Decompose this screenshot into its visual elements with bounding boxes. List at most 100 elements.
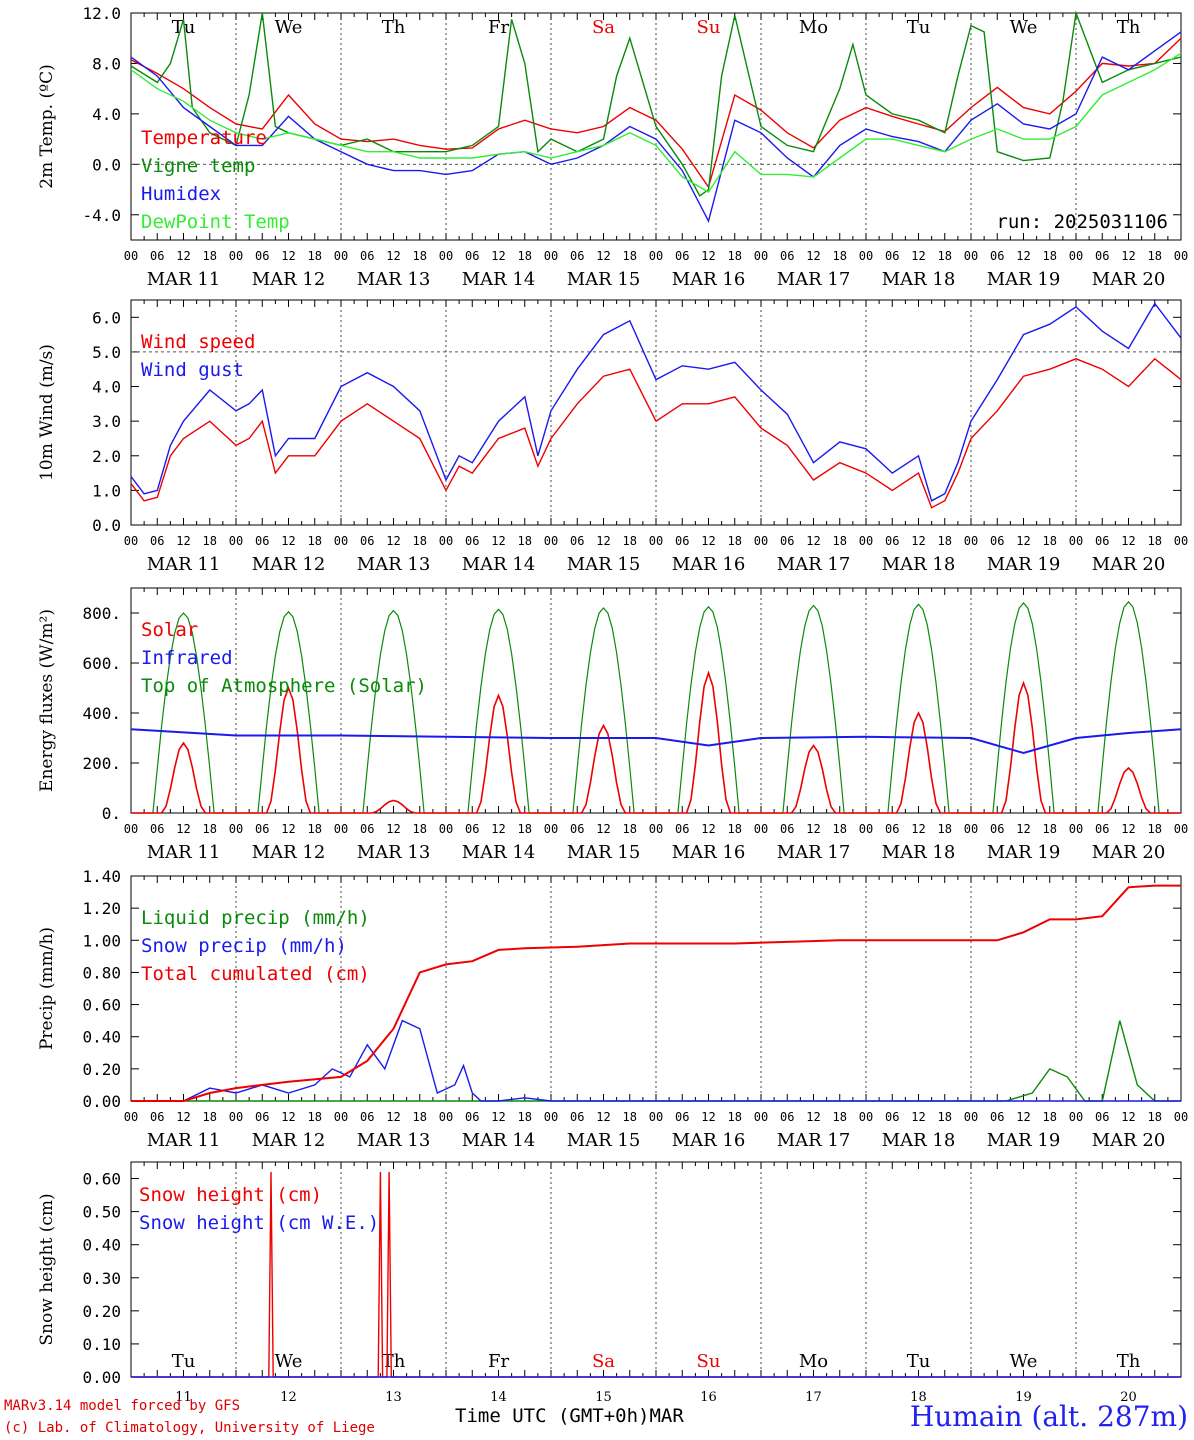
weekday-label: Th bbox=[1117, 17, 1141, 38]
legend-entry: Snow precip (mm/h) bbox=[141, 935, 347, 957]
hour-tick-label: 12 bbox=[1016, 1110, 1030, 1124]
day-number-label: 20 bbox=[1120, 1390, 1137, 1405]
hour-tick-label: 00 bbox=[754, 249, 768, 263]
hour-tick-label: 00 bbox=[649, 534, 663, 548]
date-label: MAR 11 bbox=[147, 269, 221, 290]
weekday-label: Th bbox=[382, 17, 406, 38]
model-credit: MARv3.14 model forced by GFS bbox=[4, 1398, 241, 1414]
hour-tick-label: 12 bbox=[281, 822, 295, 836]
hour-tick-label: 18 bbox=[203, 1110, 217, 1124]
y-tick-label: 0.40 bbox=[82, 1028, 121, 1047]
hour-tick-label: 18 bbox=[728, 534, 742, 548]
hour-tick-label: 06 bbox=[465, 534, 479, 548]
hour-tick-label: 18 bbox=[308, 534, 322, 548]
y-axis-label: Precip (mm/h) bbox=[37, 927, 57, 1050]
series-vigne-temp bbox=[130, 10, 1182, 197]
hour-tick-label: 06 bbox=[1095, 534, 1109, 548]
hour-tick-label: 12 bbox=[281, 1110, 295, 1124]
y-tick-label: 12.0 bbox=[82, 4, 121, 23]
hour-tick-label: 18 bbox=[728, 1110, 742, 1124]
hour-tick-label: 12 bbox=[1121, 1110, 1135, 1124]
hour-tick-label: 12 bbox=[491, 822, 505, 836]
hour-tick-label: 12 bbox=[176, 1110, 190, 1124]
hour-tick-label: 00 bbox=[1069, 1110, 1083, 1124]
date-label: MAR 20 bbox=[1092, 269, 1166, 290]
hour-tick-label: 06 bbox=[150, 822, 164, 836]
hour-tick-label: 12 bbox=[386, 822, 400, 836]
hour-tick-label: 18 bbox=[203, 822, 217, 836]
hour-tick-label: 06 bbox=[570, 534, 584, 548]
hour-tick-label: 06 bbox=[885, 822, 899, 836]
panel-5: 0.60 0.50 0.40 0.30 0.20 0.10 0.00 Snow height … bbox=[37, 1161, 1182, 1405]
hour-tick-label: 18 bbox=[413, 249, 427, 263]
hour-tick-label: 06 bbox=[675, 534, 689, 548]
hour-tick-label: 12 bbox=[911, 1110, 925, 1124]
hour-tick-label: 18 bbox=[1043, 822, 1057, 836]
y-tick-label: 0.30 bbox=[82, 1269, 121, 1288]
hour-tick-label: 00 bbox=[964, 534, 978, 548]
series-infrared bbox=[130, 728, 1182, 755]
legend-entry: Vigne temp bbox=[141, 155, 255, 177]
date-label: MAR 11 bbox=[147, 554, 221, 575]
hour-tick-label: 18 bbox=[938, 822, 952, 836]
hour-tick-label: 18 bbox=[308, 249, 322, 263]
hour-tick-label: 12 bbox=[386, 1110, 400, 1124]
copyright: (c) Lab. of Climatology, University of L… bbox=[4, 1420, 375, 1436]
y-tick-label: 3.0 bbox=[92, 412, 121, 431]
y-tick-label: 200. bbox=[82, 754, 121, 773]
y-tick-label: 0. bbox=[102, 804, 121, 823]
legend-entry: Humidex bbox=[141, 183, 221, 205]
date-label: MAR 14 bbox=[462, 1130, 536, 1151]
hour-tick-label: 18 bbox=[1043, 534, 1057, 548]
hour-tick-label: 18 bbox=[833, 534, 847, 548]
hour-tick-label: 00 bbox=[859, 534, 873, 548]
y-axis-label: 2m Temp. (ºC) bbox=[37, 64, 57, 189]
hour-tick-label: 06 bbox=[570, 822, 584, 836]
series-wind-gust bbox=[130, 302, 1182, 502]
hour-tick-label: 00 bbox=[124, 1110, 138, 1124]
date-label: MAR 15 bbox=[567, 1130, 641, 1151]
legend-entry: Top of Atmosphere (Solar) bbox=[141, 675, 427, 697]
hour-tick-label: 06 bbox=[675, 1110, 689, 1124]
hour-tick-label: 12 bbox=[1121, 822, 1135, 836]
y-tick-label: 0.0 bbox=[92, 516, 121, 535]
hour-tick-label: 18 bbox=[623, 249, 637, 263]
time-axis-label: Time UTC (GMT+0h) bbox=[455, 1405, 650, 1427]
hour-tick-label: 00 bbox=[1174, 534, 1188, 548]
panel-1: 12.0 8.0 4.0 0.0 -4.0 2m Temp. (ºC) 00 06 12 18 00… bbox=[37, 4, 1188, 290]
hour-tick-label: 00 bbox=[1174, 1110, 1188, 1124]
hour-tick-label: 06 bbox=[360, 1110, 374, 1124]
hour-tick-label: 18 bbox=[518, 1110, 532, 1124]
weekday-label: Th bbox=[1117, 1351, 1141, 1372]
hour-tick-label: 06 bbox=[780, 1110, 794, 1124]
day-number-label: 15 bbox=[595, 1390, 612, 1405]
hour-tick-label: 18 bbox=[728, 249, 742, 263]
day-number-label: 14 bbox=[490, 1390, 507, 1405]
hour-tick-label: 06 bbox=[465, 822, 479, 836]
hour-tick-label: 18 bbox=[1148, 822, 1162, 836]
hour-tick-label: 00 bbox=[229, 249, 243, 263]
hour-tick-label: 18 bbox=[1043, 249, 1057, 263]
hour-tick-label: 18 bbox=[308, 1110, 322, 1124]
hour-tick-label: 18 bbox=[623, 1110, 637, 1124]
date-label: MAR 19 bbox=[987, 269, 1061, 290]
y-tick-label: 600. bbox=[82, 654, 121, 673]
day-number-label: 19 bbox=[1015, 1390, 1032, 1405]
hour-tick-label: 06 bbox=[360, 822, 374, 836]
hour-tick-label: 00 bbox=[544, 249, 558, 263]
hour-tick-label: 12 bbox=[1016, 822, 1030, 836]
hour-tick-label: 06 bbox=[1095, 249, 1109, 263]
hour-tick-label: 00 bbox=[1069, 249, 1083, 263]
hour-tick-label: 00 bbox=[859, 1110, 873, 1124]
hour-tick-label: 06 bbox=[675, 822, 689, 836]
series-total-cumulated-cm- bbox=[131, 884, 1181, 1102]
hour-tick-label: 18 bbox=[623, 534, 637, 548]
hour-tick-label: 18 bbox=[518, 534, 532, 548]
date-label: MAR 16 bbox=[672, 554, 746, 575]
hour-tick-label: 06 bbox=[990, 534, 1004, 548]
y-tick-label: 0.40 bbox=[82, 1236, 121, 1255]
hour-tick-label: 12 bbox=[806, 534, 820, 548]
y-axis-label: Energy fluxes (W/m²) bbox=[37, 609, 57, 792]
legend-entry: Total cumulated (cm) bbox=[141, 963, 370, 985]
